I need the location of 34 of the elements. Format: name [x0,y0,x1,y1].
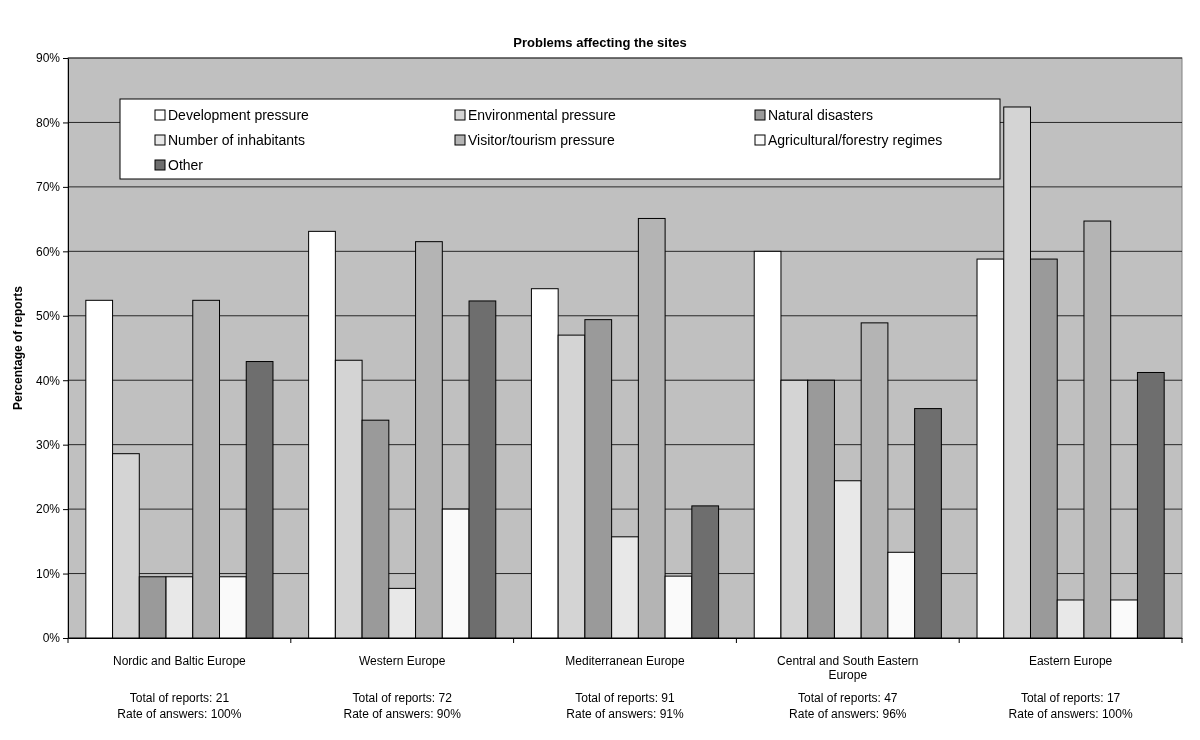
y-tick-label: 0% [42,631,61,646]
y-tick-label: 70% [35,180,61,195]
legend-label: Natural disasters [768,107,874,123]
y-tick-label: 40% [35,373,61,388]
y-tick-label: 80% [35,115,61,130]
legend-label: Development pressure [168,107,310,123]
text: Total of reports: 17 [1020,691,1121,705]
legend-label: Visitor/tourism pressure [468,132,615,148]
chart-title: Problems affecting the sites [513,35,687,50]
y-axis-title: Percentage of reports [11,285,25,411]
text: Total of reports: 21 [129,691,230,705]
y-tick-label: 60% [35,244,61,259]
text: Rate of answers: 96% [789,707,907,721]
x-tick-label: Central and South Eastern Europe [777,654,919,682]
x-tick-label: Eastern Europe [1028,654,1113,668]
text: Rate of answers: 100% [117,707,242,721]
y-tick-label: 20% [35,502,61,517]
y-tick-label: 50% [35,309,61,324]
text: Rate of answers: 91% [566,707,685,721]
x-tick-label: Western Europe [358,654,446,668]
legend-label: Environmental pressure [468,107,617,123]
text: Total of reports: 47 [798,691,898,705]
text: Total of reports: 72 [352,691,453,705]
legend-label: Agricultural/forestry regimes [768,132,943,148]
y-tick-label: 10% [35,566,61,581]
x-tick-label: Nordic and Baltic Europe [113,654,247,668]
text: Total of reports: 91 [575,691,676,705]
y-tick-label: 30% [35,438,61,453]
text: Rate of answers: 90% [343,707,462,721]
legend-label: Number of inhabitants [168,132,305,148]
x-tick-label: Mediterranean Europe [565,654,686,668]
y-tick-label: 90% [35,51,61,66]
text: Rate of answers: 100% [1008,707,1133,721]
legend-label: Other [168,157,204,173]
